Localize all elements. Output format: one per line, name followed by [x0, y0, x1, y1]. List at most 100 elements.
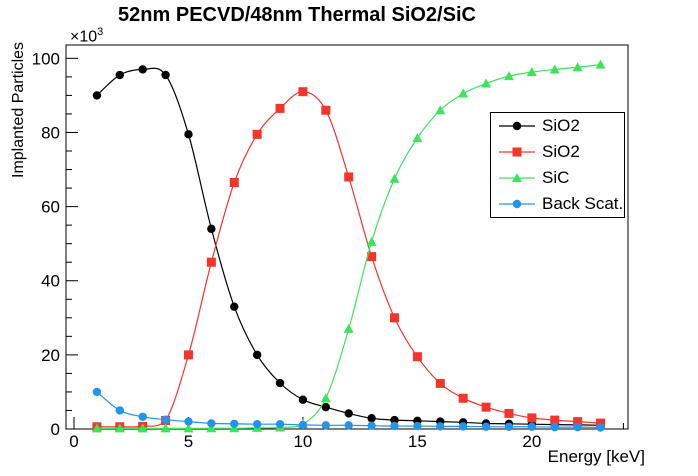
- data-point: [275, 103, 285, 113]
- data-point: [412, 352, 422, 362]
- data-point: [412, 133, 423, 143]
- legend-entry-sio2-thermal: SiO2: [491, 139, 624, 165]
- data-point: [458, 422, 468, 431]
- data-point: [344, 409, 353, 418]
- data-point: [229, 178, 239, 188]
- y-tick-label: 20: [41, 346, 60, 365]
- series-sic: [91, 59, 606, 433]
- data-point: [595, 59, 606, 69]
- data-point: [481, 78, 492, 88]
- data-point: [184, 130, 193, 139]
- data-point: [436, 422, 445, 431]
- data-point: [137, 423, 148, 433]
- legend-label: SiO2: [542, 142, 580, 161]
- legend-label: SiC: [542, 168, 570, 187]
- data-point: [504, 408, 514, 418]
- data-point: [550, 415, 560, 425]
- y-axis: 0 20 40 60 80 100: [32, 49, 78, 439]
- legend-entry-back-scat: Back Scat.: [491, 191, 624, 217]
- data-point: [527, 422, 537, 431]
- data-point: [115, 406, 124, 415]
- data-point: [321, 105, 331, 115]
- data-point: [230, 419, 239, 429]
- data-point: [275, 378, 285, 388]
- data-point: [550, 422, 559, 432]
- data-point: [549, 64, 560, 74]
- y-tick-label: 80: [41, 123, 60, 142]
- plot-frame: [65, 44, 629, 430]
- legend-label: Back Scat.: [542, 194, 624, 213]
- data-point: [390, 313, 400, 323]
- data-point: [114, 423, 125, 433]
- data-point: [138, 65, 147, 74]
- data-point: [526, 67, 537, 77]
- legend-entry-sio2-pecvd: SiO2: [491, 113, 624, 139]
- x-tick-label: 15: [408, 432, 427, 451]
- data-point: [389, 173, 400, 183]
- data-point: [481, 402, 491, 412]
- data-point: [573, 422, 582, 432]
- data-point: [230, 302, 239, 311]
- y-axis-title: Implanted Particles: [10, 41, 27, 178]
- data-point: [366, 236, 377, 246]
- x-tick-label: 0: [69, 432, 78, 451]
- data-point: [435, 105, 446, 115]
- data-point: [596, 418, 606, 428]
- legend-entry-sic: SiC: [491, 165, 624, 191]
- data-point: [206, 257, 216, 267]
- data-point: [160, 423, 171, 433]
- data-point: [367, 252, 377, 262]
- data-point: [91, 423, 102, 433]
- y-axis-multiplier: ×103: [70, 26, 104, 46]
- data-point: [367, 421, 376, 430]
- y-tick-label: 40: [41, 272, 60, 291]
- data-point: [321, 421, 331, 430]
- data-point: [252, 350, 262, 360]
- data-point: [92, 91, 102, 100]
- data-point: [390, 421, 399, 431]
- data-point: [207, 419, 216, 428]
- data-point: [458, 88, 469, 98]
- y-tick-label: 60: [41, 198, 60, 217]
- data-point: [367, 414, 376, 423]
- data-point: [183, 423, 194, 433]
- data-point: [252, 129, 262, 139]
- data-point: [435, 378, 445, 388]
- x-tick-label: 10: [293, 432, 312, 451]
- data-point: [161, 415, 170, 424]
- data-point: [92, 387, 102, 397]
- series-back-scat: [92, 387, 605, 432]
- data-point: [527, 413, 537, 423]
- data-point: [207, 224, 216, 234]
- data-point: [115, 70, 124, 80]
- data-point: [596, 423, 605, 432]
- data-point: [298, 420, 308, 430]
- data-point: [206, 423, 217, 433]
- data-point: [504, 422, 514, 431]
- data-point: [321, 402, 331, 412]
- data-point: [503, 71, 514, 81]
- data-point: [413, 421, 422, 431]
- data-point: [343, 323, 354, 333]
- data-point: [390, 415, 399, 425]
- data-point: [161, 70, 170, 80]
- x-axis-title: Energy [keV]: [547, 447, 645, 466]
- data-point: [275, 419, 285, 429]
- square-marker-icon: [499, 147, 535, 157]
- x-tick-label: 5: [184, 432, 193, 451]
- data-point: [138, 412, 147, 421]
- y-tick-label: 100: [32, 49, 60, 68]
- data-point: [183, 350, 193, 360]
- chart-title: 52nm PECVD/48nm Thermal SiO2/SiC: [118, 4, 476, 26]
- data-point: [573, 417, 583, 427]
- legend-box: SiO2 SiO2 SiC Back Scat.: [490, 112, 625, 218]
- data-point: [252, 419, 262, 429]
- data-point: [344, 172, 354, 182]
- data-point: [481, 422, 491, 431]
- series-line-sio2-pecvd: [96, 67, 601, 426]
- circle-marker-icon: [499, 121, 535, 131]
- data-point: [298, 87, 308, 97]
- data-point: [572, 62, 583, 72]
